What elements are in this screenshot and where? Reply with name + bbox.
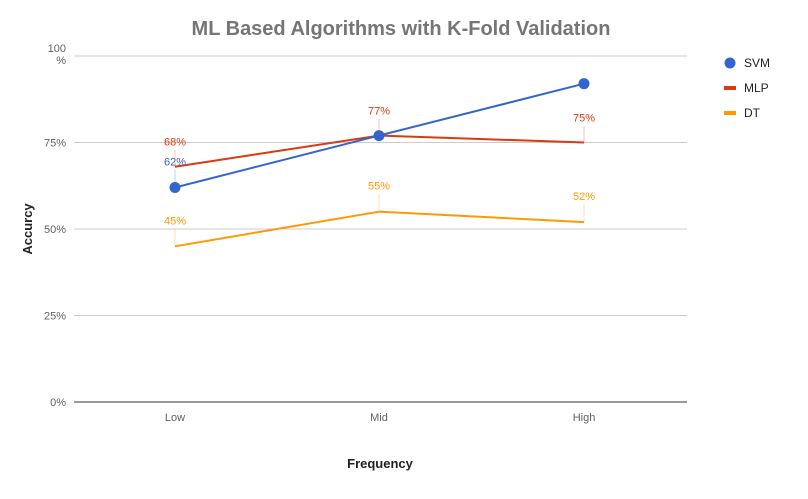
data-label-dt: 55%	[368, 181, 390, 193]
data-label-mlp: 68%	[164, 137, 186, 149]
legend-marker-dt	[724, 111, 736, 115]
legend-marker-svm	[724, 57, 736, 69]
y-tick-label: 25%	[44, 311, 66, 323]
data-point-svm	[578, 78, 590, 90]
y-axis-title: Accurcy	[20, 203, 35, 255]
legend-label-dt: DT	[744, 106, 761, 120]
data-label-dt: 45%	[164, 215, 186, 227]
x-tick-label: Low	[165, 412, 185, 424]
chart-title: ML Based Algorithms with K-Fold Validati…	[191, 18, 611, 40]
x-tick-label: High	[573, 412, 596, 424]
x-tick-label: Mid	[370, 412, 388, 424]
y-tick-label: 50%	[44, 224, 66, 236]
data-label-mlp: 75%	[573, 113, 595, 125]
legend-label-svm: SVM	[744, 56, 770, 70]
x-axis-title: Frequency	[347, 456, 414, 471]
y-tick-label: 75%	[44, 138, 66, 150]
y-tick-label: 100%	[48, 43, 67, 67]
data-label-mlp: 77%	[368, 106, 390, 118]
legend-label-mlp: MLP	[744, 81, 769, 95]
data-label-dt: 52%	[573, 191, 595, 203]
y-tick-label: 0%	[50, 397, 66, 409]
legend-marker-mlp	[724, 86, 736, 90]
